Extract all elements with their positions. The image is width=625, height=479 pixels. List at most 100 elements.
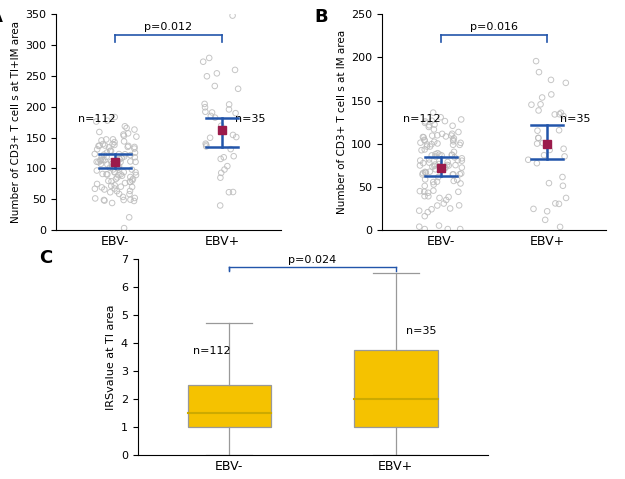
- Point: [116, 183, 126, 191]
- Point: [127, 183, 137, 191]
- Point: [109, 169, 119, 176]
- Point: [216, 155, 226, 163]
- Point: [202, 72, 212, 80]
- Point: [457, 164, 467, 171]
- Point: [531, 57, 541, 65]
- Point: [222, 162, 232, 170]
- Text: n=112: n=112: [403, 114, 441, 124]
- Point: [229, 152, 239, 160]
- Point: [447, 151, 457, 159]
- Point: [429, 138, 439, 146]
- Point: [104, 143, 114, 151]
- Point: [554, 200, 564, 208]
- Point: [432, 178, 442, 185]
- Point: [444, 193, 454, 201]
- Point: [94, 142, 104, 150]
- Point: [425, 168, 435, 175]
- Point: [428, 109, 438, 116]
- Point: [456, 170, 466, 177]
- Point: [120, 123, 130, 130]
- Point: [533, 134, 543, 142]
- Bar: [188, 385, 271, 427]
- Point: [441, 196, 451, 204]
- Point: [448, 141, 458, 148]
- Point: [131, 133, 141, 140]
- Point: [441, 133, 451, 140]
- Point: [117, 172, 127, 180]
- Point: [430, 161, 440, 169]
- Point: [556, 109, 566, 116]
- Point: [98, 170, 107, 178]
- Point: [231, 109, 241, 117]
- Point: [119, 153, 129, 160]
- Point: [210, 114, 220, 122]
- Point: [100, 142, 110, 149]
- Point: [224, 101, 234, 108]
- Point: [420, 168, 430, 176]
- Point: [453, 188, 463, 195]
- Text: B: B: [314, 8, 328, 26]
- Point: [125, 178, 135, 185]
- Point: [113, 171, 123, 179]
- Point: [129, 145, 139, 152]
- Point: [434, 160, 444, 168]
- Point: [106, 147, 116, 155]
- Point: [99, 186, 109, 194]
- Point: [125, 187, 135, 195]
- Point: [92, 167, 102, 174]
- Point: [94, 142, 104, 149]
- Point: [436, 114, 446, 121]
- Point: [119, 196, 129, 204]
- Point: [551, 200, 561, 207]
- Point: [102, 153, 112, 161]
- Point: [96, 157, 106, 165]
- Point: [418, 133, 428, 141]
- Point: [114, 155, 124, 163]
- Point: [198, 58, 208, 66]
- Point: [92, 180, 102, 188]
- Point: [456, 139, 466, 147]
- Text: n=35: n=35: [560, 114, 591, 124]
- Point: [98, 156, 107, 164]
- Point: [437, 130, 447, 137]
- Point: [429, 162, 439, 170]
- Point: [118, 193, 128, 201]
- Point: [127, 166, 137, 173]
- Point: [199, 100, 209, 108]
- Point: [414, 207, 424, 215]
- Point: [544, 146, 554, 154]
- Point: [96, 156, 106, 164]
- Point: [109, 138, 119, 146]
- Point: [128, 175, 138, 182]
- Point: [542, 207, 552, 215]
- Point: [215, 202, 225, 209]
- Point: [112, 187, 122, 195]
- Y-axis label: IRSvalue at TI area: IRSvalue at TI area: [106, 304, 116, 410]
- Point: [130, 149, 140, 157]
- Point: [119, 132, 129, 140]
- Point: [523, 156, 533, 164]
- Point: [452, 176, 462, 183]
- Point: [558, 182, 568, 190]
- Point: [450, 154, 460, 161]
- Point: [537, 94, 547, 102]
- Point: [427, 151, 437, 159]
- Point: [101, 171, 111, 178]
- Point: [126, 196, 136, 204]
- Point: [224, 188, 234, 196]
- Y-axis label: Number of CD3+ T cell s at IM area: Number of CD3+ T cell s at IM area: [337, 30, 347, 214]
- Point: [534, 107, 544, 114]
- Point: [204, 54, 214, 62]
- Point: [434, 194, 444, 202]
- Point: [130, 194, 140, 202]
- Point: [112, 158, 123, 166]
- Point: [420, 146, 430, 153]
- Point: [120, 150, 130, 158]
- Point: [102, 117, 112, 125]
- Point: [439, 164, 449, 171]
- Point: [455, 225, 465, 233]
- Point: [419, 136, 429, 144]
- Point: [434, 151, 444, 159]
- Point: [129, 197, 139, 205]
- Point: [419, 134, 429, 141]
